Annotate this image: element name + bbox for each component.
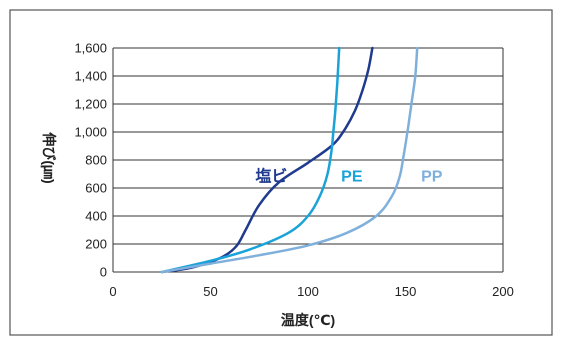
y-tick-label: 400: [85, 209, 107, 224]
outer-frame: [9, 9, 553, 336]
y-tick-label: 800: [85, 153, 107, 168]
series-label-0: 塩ビ: [255, 166, 287, 185]
y-tick-label: 1,000: [74, 125, 107, 140]
series-labels: 塩ビ PE PP: [255, 166, 442, 185]
y-tick-label: 1,600: [74, 41, 107, 56]
y-tick-label: 1,400: [74, 69, 107, 84]
y-tick-label: 200: [85, 237, 107, 252]
y-tick-label: 1,200: [74, 97, 107, 112]
x-axis-ticks: 0 50 100 150 200: [109, 284, 513, 299]
series-line-1: [160, 46, 341, 274]
series-line-2: [160, 46, 419, 274]
y-axis-title: 伸び(㎛): [39, 131, 57, 183]
x-tick-label: 100: [297, 284, 319, 299]
x-tick-label: 50: [203, 284, 217, 299]
y-tick-label: 0: [100, 265, 107, 280]
x-tick-label: 200: [492, 284, 514, 299]
grid: [112, 47, 504, 273]
series-label-2: PP: [421, 168, 443, 185]
y-tick-label: 600: [85, 181, 107, 196]
x-axis-title: 温度(℃): [281, 312, 335, 328]
y-axis-ticks: 0 200 400 600 800 1,000 1,200 1,400 1,600: [74, 41, 107, 280]
x-tick-label: 0: [109, 284, 116, 299]
series-label-1: PE: [341, 168, 363, 185]
series-group: [160, 46, 419, 274]
x-tick-label: 150: [395, 284, 417, 299]
